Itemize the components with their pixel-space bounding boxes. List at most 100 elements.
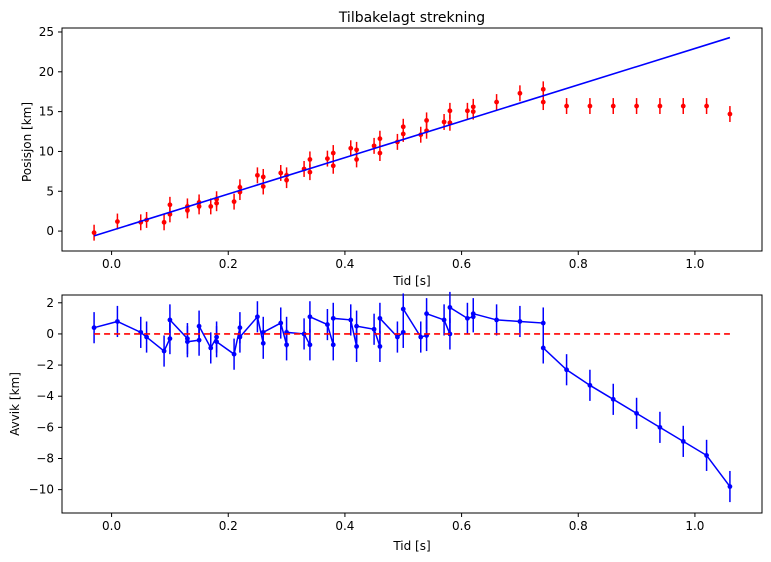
x-tick-label: 0.2 <box>219 519 238 533</box>
data-point <box>307 342 313 348</box>
y-tick-label: 0 <box>46 224 54 238</box>
data-point <box>587 103 593 109</box>
data-point <box>377 136 383 142</box>
data-point <box>634 103 639 109</box>
y-tick-label: 2 <box>46 296 54 310</box>
data-point <box>255 172 260 178</box>
data-point <box>587 382 593 388</box>
data-point <box>441 317 447 323</box>
data-point <box>278 320 284 326</box>
data-point <box>418 334 424 340</box>
y-axis-label: Avvik [km] <box>8 372 22 436</box>
x-tick-label: 0.0 <box>102 519 121 533</box>
data-point <box>278 170 284 176</box>
data-point <box>354 323 359 329</box>
data-point <box>540 99 546 105</box>
data-point <box>657 103 663 109</box>
data-point <box>354 157 359 162</box>
data-point <box>400 124 406 130</box>
fit-line <box>93 36 731 237</box>
data-point <box>348 145 354 151</box>
data-point <box>680 438 686 444</box>
data-point <box>354 147 359 153</box>
x-axis-label: Tid [s] <box>392 274 430 288</box>
plot-frame <box>61 27 763 252</box>
data-point <box>307 314 313 320</box>
data-point <box>704 452 709 458</box>
data-point <box>371 326 377 332</box>
data-point <box>727 111 733 117</box>
data-point <box>260 184 266 189</box>
x-tick-label: 0.8 <box>569 519 588 533</box>
data-point <box>377 315 383 321</box>
data-point <box>196 323 202 329</box>
data-point <box>634 410 639 416</box>
data-point <box>465 315 470 321</box>
data-point <box>208 345 214 351</box>
y-tick-label: −6 <box>36 420 54 434</box>
data-point <box>214 339 219 345</box>
x-tick-label: 1.0 <box>685 519 704 533</box>
data-point <box>307 169 313 175</box>
data-point <box>208 204 214 209</box>
data-point <box>400 306 406 312</box>
y-axis-label: Posisjon [km] <box>20 102 34 182</box>
residual-chart: Tid [s] Avvik [km] 0.0 0.2 0.4 0.6 0.8 1.0 2 0 −… <box>8 291 763 553</box>
y-tick-label: 20 <box>39 65 54 79</box>
data-point <box>377 343 383 349</box>
data-point <box>447 305 453 310</box>
data-point <box>610 396 616 402</box>
y-tick-label: −2 <box>36 358 54 372</box>
data-point <box>325 322 330 327</box>
data-point <box>185 339 190 345</box>
data-point <box>255 314 260 320</box>
data-point <box>470 104 476 110</box>
data-point <box>91 325 97 331</box>
data-point <box>330 163 336 169</box>
y-tick-label: −10 <box>29 483 54 497</box>
data-point <box>231 351 237 357</box>
data-point <box>441 119 447 125</box>
data-point <box>517 319 523 324</box>
data-point <box>167 336 173 341</box>
position-chart: Tilbakelagt strekning Tid [s] Posisjon [… <box>20 10 763 288</box>
x-tick-label: 0.2 <box>219 257 238 271</box>
y-tick-label: 10 <box>39 144 54 158</box>
data-point <box>424 311 429 317</box>
x-tick-label: 1.0 <box>685 257 704 271</box>
data-point <box>465 108 470 114</box>
x-tick-label: 0.0 <box>102 257 121 271</box>
data-point <box>115 219 120 224</box>
data-point <box>494 99 499 105</box>
data-point <box>680 103 686 109</box>
data-point <box>231 199 237 205</box>
data-point <box>540 345 546 351</box>
y-tick-label: 25 <box>39 25 54 39</box>
x-tick-label: 0.8 <box>569 257 588 271</box>
plot-frame <box>61 294 763 514</box>
x-tick-label: 0.4 <box>335 519 354 533</box>
data-point <box>161 348 167 354</box>
y-tick-label: −8 <box>36 452 54 466</box>
x-tick-label: 0.6 <box>452 519 471 533</box>
data-point <box>377 150 383 156</box>
data-point <box>237 184 243 190</box>
data-point <box>540 320 546 326</box>
data-point <box>161 219 167 225</box>
data-point <box>371 143 377 149</box>
y-tick-label: −4 <box>36 389 54 403</box>
data-point <box>330 150 336 156</box>
data-point <box>564 103 569 109</box>
data-point <box>610 103 616 109</box>
data-point <box>470 311 476 317</box>
data-point <box>237 334 243 340</box>
data-point <box>517 90 523 96</box>
data-point <box>260 174 266 180</box>
y-tick-label: 0 <box>46 327 54 341</box>
data-point <box>657 424 663 430</box>
data-point <box>424 117 429 123</box>
data-point <box>540 86 546 92</box>
data-point <box>354 343 359 349</box>
data-point <box>330 315 336 321</box>
